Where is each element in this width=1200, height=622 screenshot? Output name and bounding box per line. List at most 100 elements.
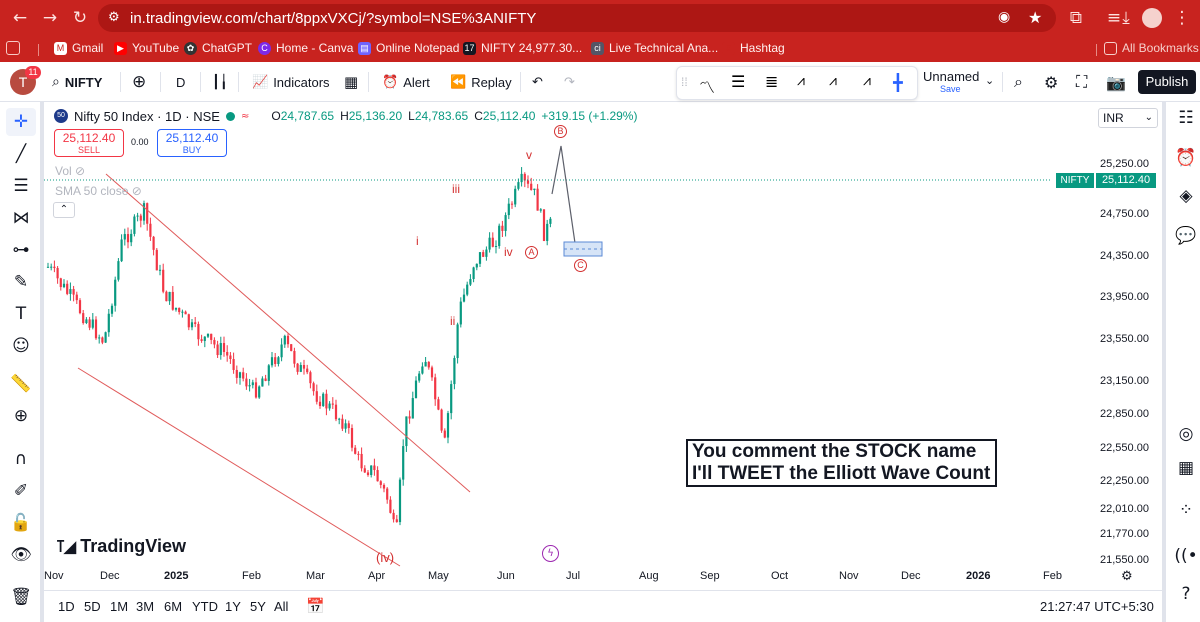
- fullscreen-icon[interactable]: ⛶: [1076, 72, 1088, 91]
- range-button-1y[interactable]: 1Y: [225, 599, 241, 614]
- bookmark-canva[interactable]: C Home - Canva: [258, 41, 353, 55]
- event-marker-icon[interactable]: ϟ: [542, 545, 559, 562]
- eye-hidden-icon[interactable]: ⊘: [131, 184, 142, 198]
- layers-icon[interactable]: ◈: [1179, 186, 1193, 206]
- wave-label-a[interactable]: A: [525, 246, 538, 259]
- clock[interactable]: 21:27:47 UTC+5:30: [1040, 599, 1154, 614]
- wave-label-v[interactable]: v: [526, 148, 532, 162]
- templates-icon[interactable]: ▦: [344, 73, 359, 91]
- wave-label-iii[interactable]: iii: [452, 182, 460, 196]
- eye-hidden-icon[interactable]: ⊘: [75, 164, 86, 178]
- undo-icon[interactable]: ↶: [532, 74, 543, 90]
- quick-search-icon[interactable]: ⌕: [1014, 72, 1023, 91]
- indicators-button[interactable]: 📈 Indicators: [252, 74, 330, 90]
- settings-icon[interactable]: ⚙: [1044, 72, 1059, 92]
- range-button-1m[interactable]: 1M: [110, 599, 129, 614]
- bookmark-gmail[interactable]: M Gmail: [54, 41, 103, 55]
- menu-icon[interactable]: ≡: [1106, 8, 1122, 28]
- drag-handle-icon[interactable]: ⁞⁞: [681, 75, 688, 89]
- wave-label-iv[interactable]: iv: [504, 245, 513, 259]
- wave-label-b[interactable]: B: [554, 125, 567, 138]
- ruler-tool-icon[interactable]: 📏: [10, 374, 32, 394]
- all-bookmarks[interactable]: All Bookmarks: [1104, 41, 1199, 55]
- profile-avatar[interactable]: [1142, 8, 1162, 28]
- apps-icon[interactable]: [6, 41, 20, 55]
- hide-icon[interactable]: 👁: [10, 545, 32, 565]
- chart-pane[interactable]: [44, 102, 1162, 590]
- buy-button[interactable]: 25,112.40 BUY: [157, 129, 227, 157]
- bookmark-nifty[interactable]: 17 NIFTY 24,977.30...: [463, 41, 583, 55]
- forward-icon[interactable]: →: [42, 8, 58, 28]
- range-button-6m[interactable]: 6M: [164, 599, 183, 614]
- lock-icon[interactable]: 🔓: [10, 513, 32, 533]
- chat-icon[interactable]: 💬: [1175, 226, 1197, 246]
- range-button-all[interactable]: All: [274, 599, 289, 614]
- brush-tool-icon[interactable]: ✎: [13, 272, 29, 292]
- elliott-correction-icon[interactable]: ⩘: [863, 73, 871, 89]
- more-icon[interactable]: ⋮: [1173, 8, 1191, 28]
- forecast-tool-icon[interactable]: ⊶: [12, 240, 30, 260]
- crosshair-icon[interactable]: ╋: [893, 73, 903, 92]
- delete-icon[interactable]: 🗑: [10, 587, 32, 607]
- sma-indicator-row[interactable]: SMA 50 close ⊘: [55, 184, 142, 198]
- sell-button[interactable]: 25,112.40 SELL: [54, 129, 124, 157]
- bookmark-chatgpt[interactable]: ✿ ChatGPT: [184, 41, 252, 55]
- layout-save[interactable]: Save: [940, 84, 961, 94]
- help-icon[interactable]: ?: [1181, 584, 1191, 604]
- channel-lower-line[interactable]: [77, 367, 401, 567]
- alerts-icon[interactable]: ⏰: [1175, 148, 1197, 168]
- bookmark-live-technical[interactable]: ci Live Technical Ana...: [591, 41, 718, 55]
- elliott-impulse-icon[interactable]: ⩘: [829, 73, 837, 89]
- channel-upper-line[interactable]: [105, 173, 471, 493]
- candles-icon[interactable]: ┃╽: [212, 74, 228, 90]
- axis-settings-icon[interactable]: ⚙: [1121, 569, 1133, 584]
- replay-button[interactable]: ⏪ Replay: [450, 74, 512, 90]
- bookmark-notepad[interactable]: ▤ Online Notepad: [358, 41, 459, 55]
- lock-drawing-tool-icon[interactable]: ✐: [13, 481, 29, 501]
- layout-name[interactable]: Unnamed: [923, 69, 980, 84]
- collapse-legend-icon[interactable]: ⌃: [53, 202, 75, 218]
- chevron-down-icon[interactable]: ⌄: [985, 74, 995, 87]
- currency-select[interactable]: INR ⌄: [1098, 108, 1158, 128]
- reload-icon[interactable]: ↻: [72, 8, 88, 28]
- extensions-icon[interactable]: ⧉: [1069, 8, 1083, 28]
- snapshot-icon[interactable]: 📷: [1106, 72, 1126, 92]
- trend-path-icon[interactable]: 〽: [699, 78, 716, 97]
- redo-icon[interactable]: ↷: [564, 74, 575, 90]
- symbol-search[interactable]: ⌕ NIFTY: [52, 74, 103, 90]
- range-button-5y[interactable]: 5Y: [250, 599, 266, 614]
- magnet-tool-icon[interactable]: ∩: [14, 449, 28, 469]
- range-button-1d[interactable]: 1D: [58, 599, 75, 614]
- address-bar[interactable]: ⚙ in.tradingview.com/chart/8ppxVXCj/?sym…: [98, 4, 1056, 32]
- bookmark-hashtag[interactable]: # Hashtag: [722, 41, 785, 55]
- calendar-icon[interactable]: ▦: [1177, 458, 1195, 478]
- bookmark-star-icon[interactable]: ★: [1028, 8, 1043, 27]
- stream-icon[interactable]: ((•: [1174, 546, 1198, 566]
- callout-text-box[interactable]: You comment the STOCK name I'll TWEET th…: [686, 439, 997, 487]
- fib-extension-icon[interactable]: ≣: [765, 72, 779, 91]
- zoom-tool-icon[interactable]: ⊕: [13, 406, 29, 426]
- back-icon[interactable]: ←: [12, 8, 28, 28]
- emoji-tool-icon[interactable]: ☺: [12, 336, 30, 356]
- ideas-icon[interactable]: ◎: [1178, 424, 1194, 444]
- products-icon[interactable]: ⁘: [1178, 500, 1194, 520]
- eye-off-icon[interactable]: ◉: [998, 9, 1011, 25]
- fib-tool-icon[interactable]: ☰: [13, 176, 29, 196]
- publish-button[interactable]: Publish: [1138, 70, 1196, 94]
- goto-date-icon[interactable]: 📅: [306, 597, 325, 615]
- watchlist-icon[interactable]: ☷: [1178, 108, 1194, 128]
- pattern-tool-icon[interactable]: ⋈: [12, 208, 30, 228]
- volume-indicator-row[interactable]: Vol ⊘: [55, 164, 86, 178]
- range-button-5d[interactable]: 5D: [84, 599, 101, 614]
- alert-button[interactable]: ⏰ Alert: [382, 74, 430, 90]
- interval-button[interactable]: D: [176, 74, 186, 90]
- wave-label-i[interactable]: i: [416, 234, 419, 248]
- wave-label-c[interactable]: C: [574, 259, 587, 272]
- wave-label-ii[interactable]: ii: [450, 314, 456, 328]
- range-button-ytd[interactable]: YTD: [192, 599, 218, 614]
- range-button-3m[interactable]: 3M: [136, 599, 155, 614]
- bookmark-youtube[interactable]: ▶ YouTube: [114, 41, 179, 55]
- trendline-tool-icon[interactable]: ╱: [15, 144, 27, 164]
- elliott-abcde-icon[interactable]: ⩘: [797, 73, 805, 89]
- legend-title[interactable]: Nifty 50 Index · 1D · NSE: [74, 108, 220, 124]
